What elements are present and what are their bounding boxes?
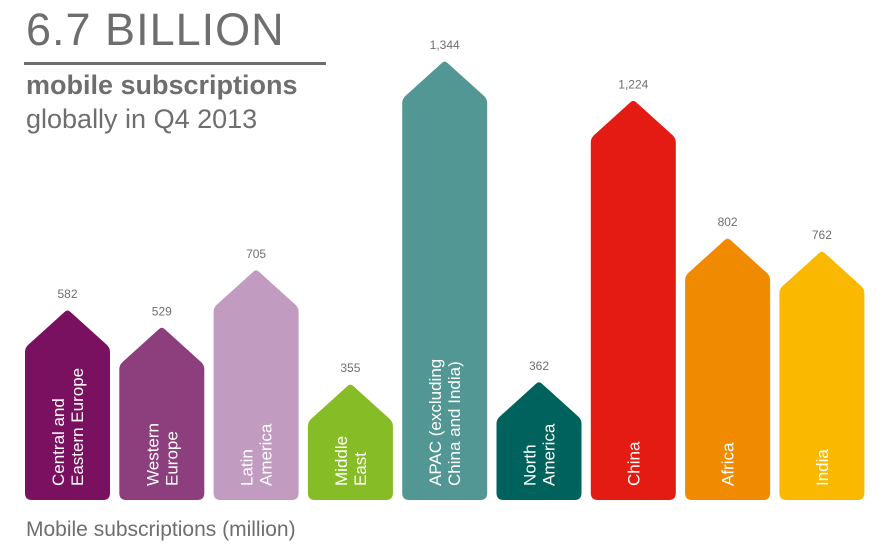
axis-caption: Mobile subscriptions (million) <box>26 518 296 541</box>
bar-group: 705 Latin America <box>213 247 299 500</box>
bar <box>25 310 110 500</box>
value-label: 1,344 <box>430 38 460 52</box>
headline: 6.7 BILLION <box>26 4 285 55</box>
bar-group: 1,224 China <box>590 77 676 500</box>
value-label: 705 <box>246 247 266 261</box>
bar <box>779 251 865 500</box>
subtitle-line-1: mobile subscriptions <box>26 70 298 100</box>
category-label: APAC (excluding <box>426 359 445 486</box>
value-label: 762 <box>812 228 832 242</box>
value-label: 355 <box>340 361 360 375</box>
bar <box>213 270 299 500</box>
bar <box>119 327 205 500</box>
value-label: 362 <box>529 359 549 373</box>
bar-group: 529 Western Europe <box>119 304 205 500</box>
value-label: 802 <box>718 215 738 229</box>
category-label: India <box>813 449 832 486</box>
category-label: Middle <box>332 436 351 486</box>
category-label: North <box>521 444 540 486</box>
bar <box>590 100 676 500</box>
bar <box>402 61 488 501</box>
category-label: China <box>624 441 643 486</box>
category-label: Western <box>143 423 162 486</box>
category-label: Eastern Europe <box>68 368 87 486</box>
category-label: China and India) <box>445 361 464 486</box>
value-label: 529 <box>152 304 172 318</box>
value-label: 1,224 <box>618 77 648 91</box>
category-label: America <box>257 423 276 486</box>
bar <box>307 384 393 500</box>
category-label: Africa <box>719 442 738 486</box>
headline-underline <box>24 62 326 65</box>
bar-group: 362 North America <box>496 359 582 500</box>
bar-group: 1,344 APAC (excluding China and India) <box>402 38 488 501</box>
category-label: East <box>351 452 370 486</box>
bar <box>496 382 582 500</box>
category-label: Central and <box>49 398 68 486</box>
subtitle-line-2: globally in Q4 2013 <box>26 104 258 134</box>
value-label: 582 <box>57 287 77 301</box>
bar-group: 355 Middle East <box>307 361 393 500</box>
category-label: Europe <box>162 431 181 486</box>
bar <box>685 238 771 500</box>
bar-group: 802 Africa <box>685 215 771 500</box>
bar-group: 582 Central and Eastern Europe <box>25 287 110 500</box>
bar-group: 762 India <box>779 228 865 500</box>
category-label: America <box>540 423 559 486</box>
category-label: Latin <box>238 449 257 486</box>
